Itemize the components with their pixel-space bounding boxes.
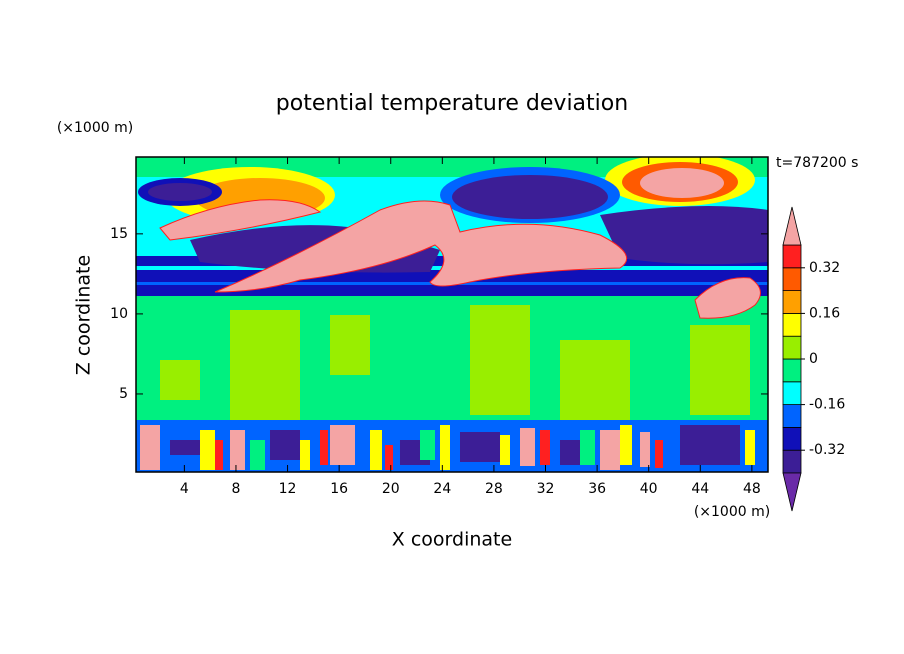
colorbar-box <box>782 404 802 428</box>
y-unit: (×1000 m) <box>57 120 133 136</box>
field-blob <box>452 175 608 219</box>
x-tick-label: 12 <box>279 481 297 497</box>
x-tick-label: 8 <box>231 481 240 497</box>
x-tick-label: 32 <box>537 481 555 497</box>
colorbar-box <box>782 244 802 269</box>
x-unit: (×1000 m) <box>694 504 770 520</box>
plot-frame <box>135 156 769 473</box>
colorbar-box <box>782 449 802 474</box>
x-tick-label: 20 <box>382 481 400 497</box>
x-tick-label: 44 <box>691 481 709 497</box>
colorbar-box <box>782 426 802 451</box>
chart-title: potential temperature deviation <box>276 91 628 116</box>
x-tick-label: 36 <box>588 481 606 497</box>
colorbar-extend-low <box>782 472 802 512</box>
colorbar-box <box>782 335 802 360</box>
time-label: t=787200 s <box>776 155 858 171</box>
colorbar-tick-label: -0.32 <box>809 442 845 458</box>
colorbar-box <box>782 312 802 337</box>
x-tick-label: 28 <box>485 481 503 497</box>
colorbar-box <box>782 290 802 314</box>
contour-field <box>136 157 768 472</box>
field-turbulence <box>215 430 663 470</box>
colorbar-extend-high <box>782 206 802 246</box>
field-ridge <box>159 199 322 241</box>
x-tick-label: 24 <box>433 481 451 497</box>
colorbar-tick-label: -0.16 <box>809 397 845 413</box>
x-tick-label: 48 <box>743 481 761 497</box>
field-blob <box>148 183 212 201</box>
field-turbulence <box>140 425 650 470</box>
colorbar-box <box>782 358 802 383</box>
field-turbulence <box>170 425 740 465</box>
field-turbulence <box>250 430 595 470</box>
colorbar-box <box>782 267 802 291</box>
field-blob <box>640 168 724 198</box>
y-tick-label: 15 <box>110 226 128 242</box>
x-tick-label: 16 <box>330 481 348 497</box>
colorbar-tick-label: 0.32 <box>809 260 840 276</box>
colorbar-tick-label: 0 <box>809 351 818 367</box>
field-ridge <box>694 277 761 319</box>
colorbar-tick-label: 0.16 <box>809 305 840 321</box>
y-tick-label: 5 <box>119 386 128 402</box>
field-ridge <box>214 200 628 293</box>
x-axis-title: X coordinate <box>392 529 512 551</box>
x-tick-label: 40 <box>640 481 658 497</box>
field-blob <box>600 206 768 265</box>
y-axis-title: Z coordinate <box>73 255 95 375</box>
colorbar-box <box>782 381 802 405</box>
x-tick-label: 4 <box>180 481 189 497</box>
field-patch <box>160 305 750 420</box>
y-tick-label: 10 <box>110 306 128 322</box>
